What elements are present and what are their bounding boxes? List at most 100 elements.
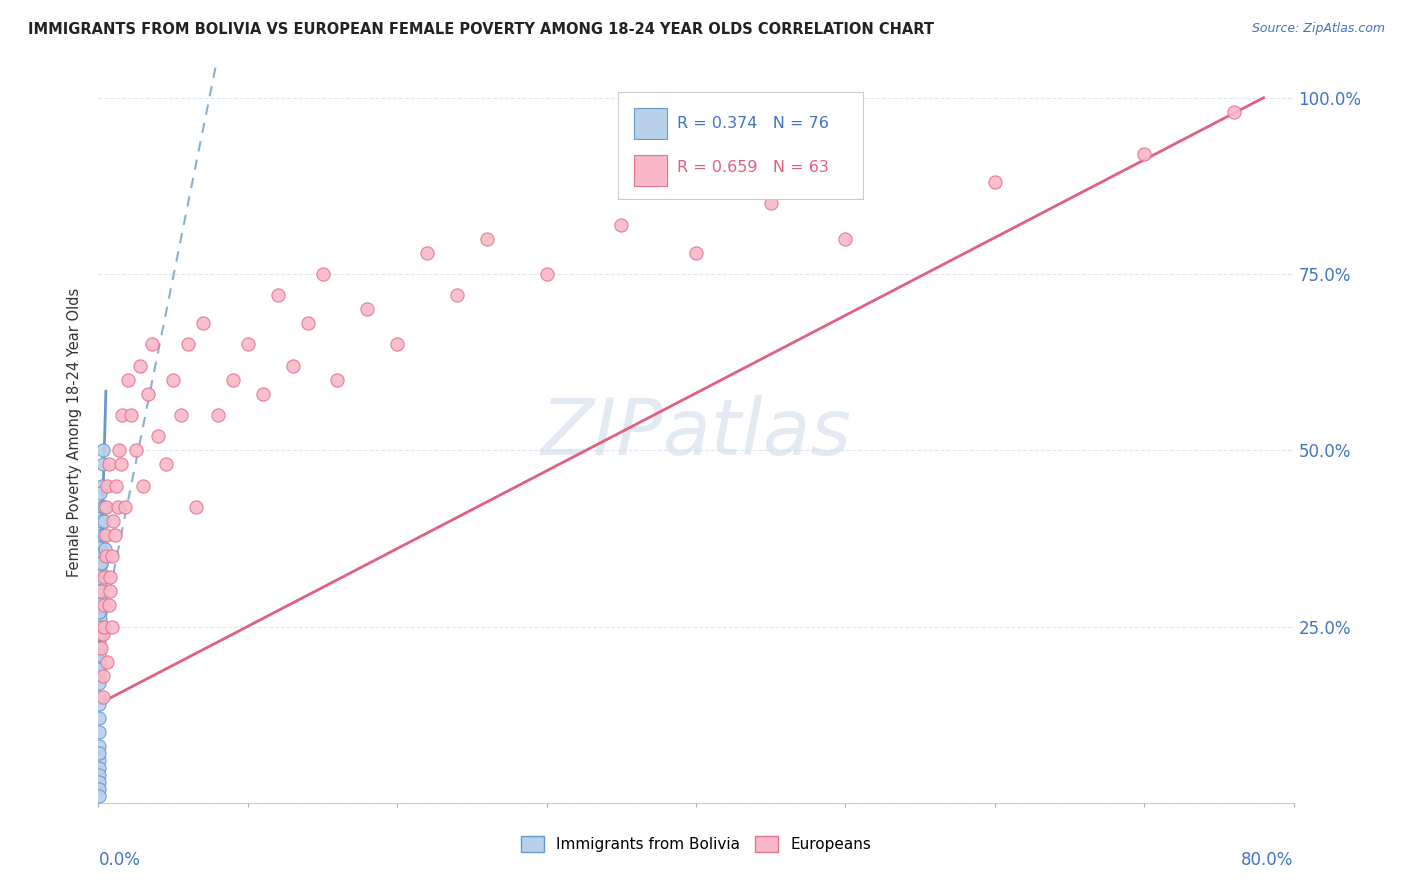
Point xyxy=(90,541,112,556)
Point xyxy=(96,478,118,492)
Point xyxy=(89,535,111,549)
Point xyxy=(96,655,118,669)
Point xyxy=(91,458,114,472)
Point xyxy=(416,245,439,260)
Point xyxy=(177,337,200,351)
Point xyxy=(108,443,131,458)
Bar xyxy=(634,154,668,186)
Point xyxy=(87,619,110,633)
Point xyxy=(87,640,110,655)
Point xyxy=(385,337,409,351)
Point xyxy=(94,500,117,514)
Point xyxy=(93,500,115,514)
Point xyxy=(97,599,120,613)
Point xyxy=(90,514,112,528)
Point xyxy=(87,662,110,676)
Point xyxy=(129,359,152,373)
Point xyxy=(87,690,110,704)
Point xyxy=(90,556,112,570)
Point xyxy=(89,549,111,563)
Point xyxy=(87,655,110,669)
Point xyxy=(93,619,115,633)
Text: 80.0%: 80.0% xyxy=(1241,851,1294,869)
Point xyxy=(87,599,110,613)
Point xyxy=(141,337,163,351)
Point xyxy=(87,774,110,789)
Point xyxy=(89,619,111,633)
Point xyxy=(101,619,124,633)
Point xyxy=(93,514,115,528)
Point xyxy=(162,373,184,387)
Point xyxy=(89,577,111,591)
Point xyxy=(834,232,856,246)
Point xyxy=(91,478,114,492)
Point xyxy=(87,747,110,761)
Point xyxy=(111,408,134,422)
Point xyxy=(120,408,142,422)
Point xyxy=(87,669,110,683)
Point xyxy=(89,584,111,599)
Point xyxy=(91,443,114,458)
Point xyxy=(87,619,110,633)
Point xyxy=(89,563,111,577)
Point xyxy=(89,584,111,599)
Point xyxy=(236,337,259,351)
Point xyxy=(107,500,129,514)
Point xyxy=(356,302,378,317)
Point xyxy=(90,528,112,542)
Point xyxy=(87,584,110,599)
Point xyxy=(89,606,111,620)
Point xyxy=(610,218,633,232)
Point xyxy=(87,648,110,662)
Point xyxy=(125,443,148,458)
Point xyxy=(89,584,111,599)
Point xyxy=(1223,104,1246,119)
Point xyxy=(94,549,117,563)
Point xyxy=(89,549,111,563)
Point xyxy=(89,606,111,620)
Point xyxy=(685,245,707,260)
Point xyxy=(87,606,110,620)
Point xyxy=(87,584,110,599)
Point xyxy=(297,316,319,330)
Point xyxy=(89,570,111,584)
Point xyxy=(90,640,112,655)
Point xyxy=(267,288,290,302)
Point xyxy=(87,599,110,613)
FancyBboxPatch shape xyxy=(619,92,863,200)
Point xyxy=(89,577,111,591)
Point xyxy=(89,619,111,633)
Point xyxy=(87,754,110,768)
Point xyxy=(984,175,1007,189)
Point xyxy=(101,549,124,563)
Point xyxy=(148,429,170,443)
Point xyxy=(91,626,114,640)
Point xyxy=(222,373,245,387)
Point xyxy=(87,591,110,606)
Point xyxy=(87,612,110,626)
Point xyxy=(117,373,139,387)
Point xyxy=(446,288,468,302)
Point xyxy=(207,408,229,422)
Point xyxy=(155,458,177,472)
Point xyxy=(93,570,115,584)
Y-axis label: Female Poverty Among 18-24 Year Olds: Female Poverty Among 18-24 Year Olds xyxy=(67,288,83,577)
Point xyxy=(87,599,110,613)
Point xyxy=(87,760,110,774)
Point xyxy=(136,387,159,401)
Point xyxy=(89,612,111,626)
Point xyxy=(114,500,136,514)
Text: 0.0%: 0.0% xyxy=(98,851,141,869)
Point xyxy=(536,267,558,281)
Point xyxy=(87,725,110,739)
Text: ZIPatlas: ZIPatlas xyxy=(540,394,852,471)
Point xyxy=(98,570,122,584)
Point xyxy=(94,528,117,542)
Point xyxy=(105,478,128,492)
Point xyxy=(191,316,214,330)
Point xyxy=(87,606,110,620)
Point xyxy=(87,612,110,626)
Point xyxy=(89,591,111,606)
Point xyxy=(89,606,111,620)
Point xyxy=(281,359,304,373)
